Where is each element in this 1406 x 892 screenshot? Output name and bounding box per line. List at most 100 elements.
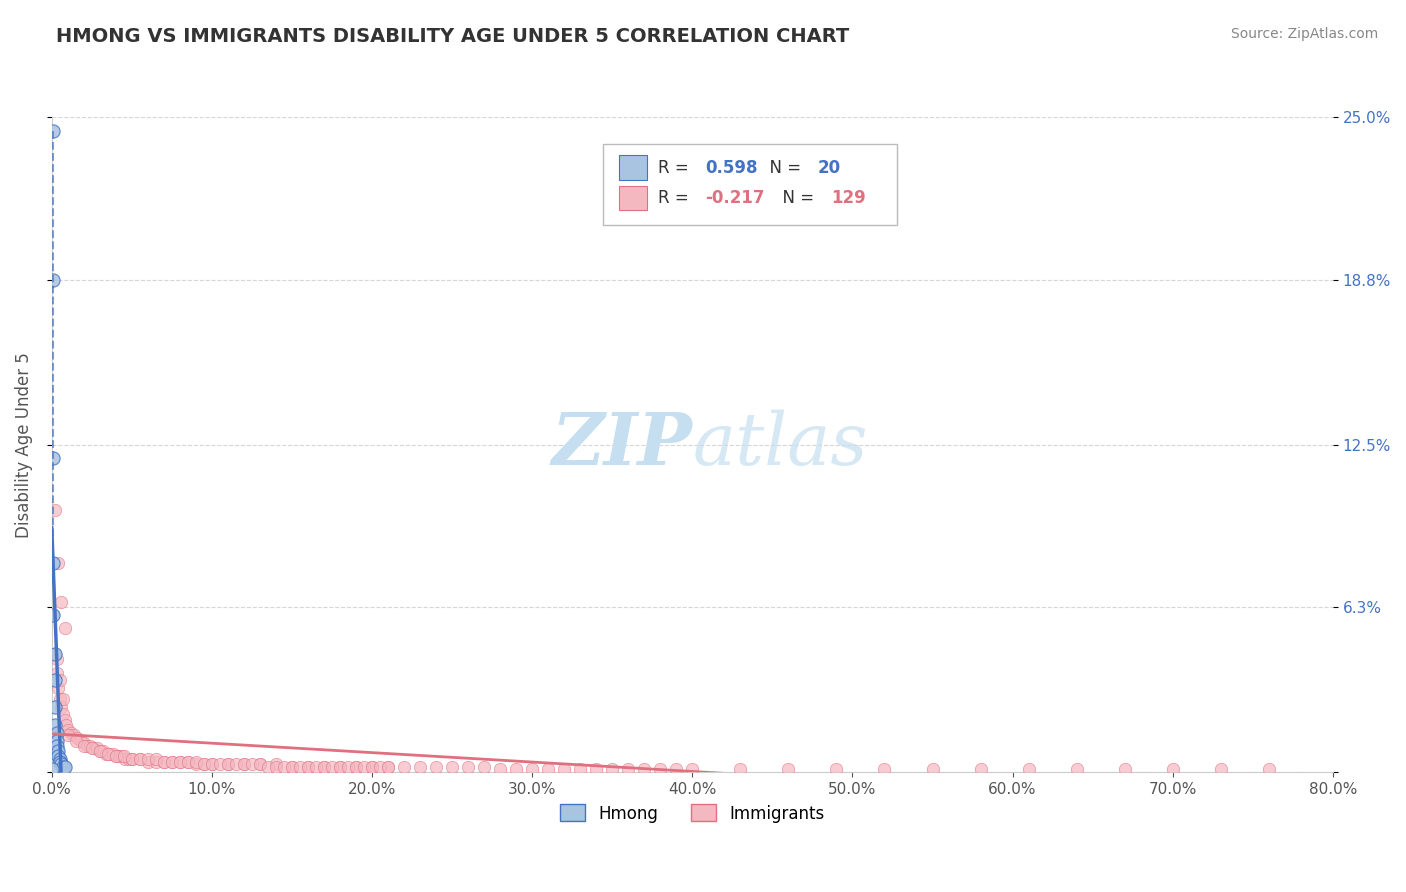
Point [650,763,672,777]
Point [921,763,943,777]
Point [297,760,319,774]
Point [44,503,66,517]
Point [321,760,343,774]
Point [825,763,848,777]
Point [361,760,384,774]
Point [46,681,69,696]
Text: atlas: atlas [692,409,868,480]
Point [46,556,69,570]
Point [56,728,79,742]
Point [41,763,63,777]
Point [1114,763,1136,777]
Point [42,450,65,465]
Point [281,760,304,774]
FancyBboxPatch shape [619,186,648,211]
Text: N =: N = [759,159,806,177]
Point [114,752,136,766]
Point [249,757,271,772]
Point [96,747,118,761]
Point [249,757,271,772]
Point [1257,763,1279,777]
Point [184,757,207,772]
Point [42,123,65,137]
Point [45,739,67,753]
Point [49,755,72,769]
Point [368,760,391,774]
Point [89,744,111,758]
Text: 129: 129 [831,189,866,207]
Point [46,749,69,764]
Point [232,757,254,772]
Point [329,760,352,774]
Point [353,760,375,774]
Point [104,749,127,764]
Point [45,733,67,747]
Point [201,757,224,772]
Point [160,755,183,769]
Point [257,760,280,774]
Point [264,760,287,774]
Point [53,621,76,635]
Point [153,755,176,769]
Point [1018,763,1040,777]
Point [42,607,65,622]
Point [91,744,114,758]
Point [51,757,73,772]
Point [42,607,65,622]
Point [117,752,139,766]
Point [46,744,69,758]
Point [97,747,120,761]
Point [65,733,87,747]
Point [169,755,191,769]
Point [344,760,367,774]
Point [617,763,640,777]
Point [69,733,91,747]
Point [51,595,73,609]
Point [472,760,495,774]
Point [52,707,75,722]
Point [79,739,101,753]
Point [457,760,479,774]
Point [44,673,66,688]
Point [52,760,75,774]
Point [873,763,896,777]
Point [89,744,111,758]
Point [63,728,86,742]
Point [56,723,79,738]
Text: -0.217: -0.217 [706,189,765,207]
Point [377,760,399,774]
Point [193,757,215,772]
Point [208,757,231,772]
Point [489,763,512,777]
Point [45,652,67,666]
Point [44,647,66,661]
Point [633,763,655,777]
Point [288,760,311,774]
Text: R =: R = [658,159,693,177]
Point [42,556,65,570]
Point [49,673,72,688]
Point [778,763,800,777]
Point [52,691,75,706]
Point [121,752,143,766]
Point [104,749,127,764]
Point [112,749,135,764]
Point [297,760,319,774]
Point [681,763,703,777]
Point [44,699,66,714]
Point [240,757,263,772]
Point [193,757,215,772]
Point [522,763,544,777]
Point [73,736,96,750]
Point [45,725,67,739]
Point [305,760,328,774]
FancyBboxPatch shape [603,144,897,226]
Point [82,741,104,756]
Text: 20: 20 [818,159,841,177]
Point [169,755,191,769]
Point [730,763,752,777]
Point [273,760,295,774]
Point [312,760,335,774]
Point [101,747,124,761]
FancyBboxPatch shape [619,154,648,179]
